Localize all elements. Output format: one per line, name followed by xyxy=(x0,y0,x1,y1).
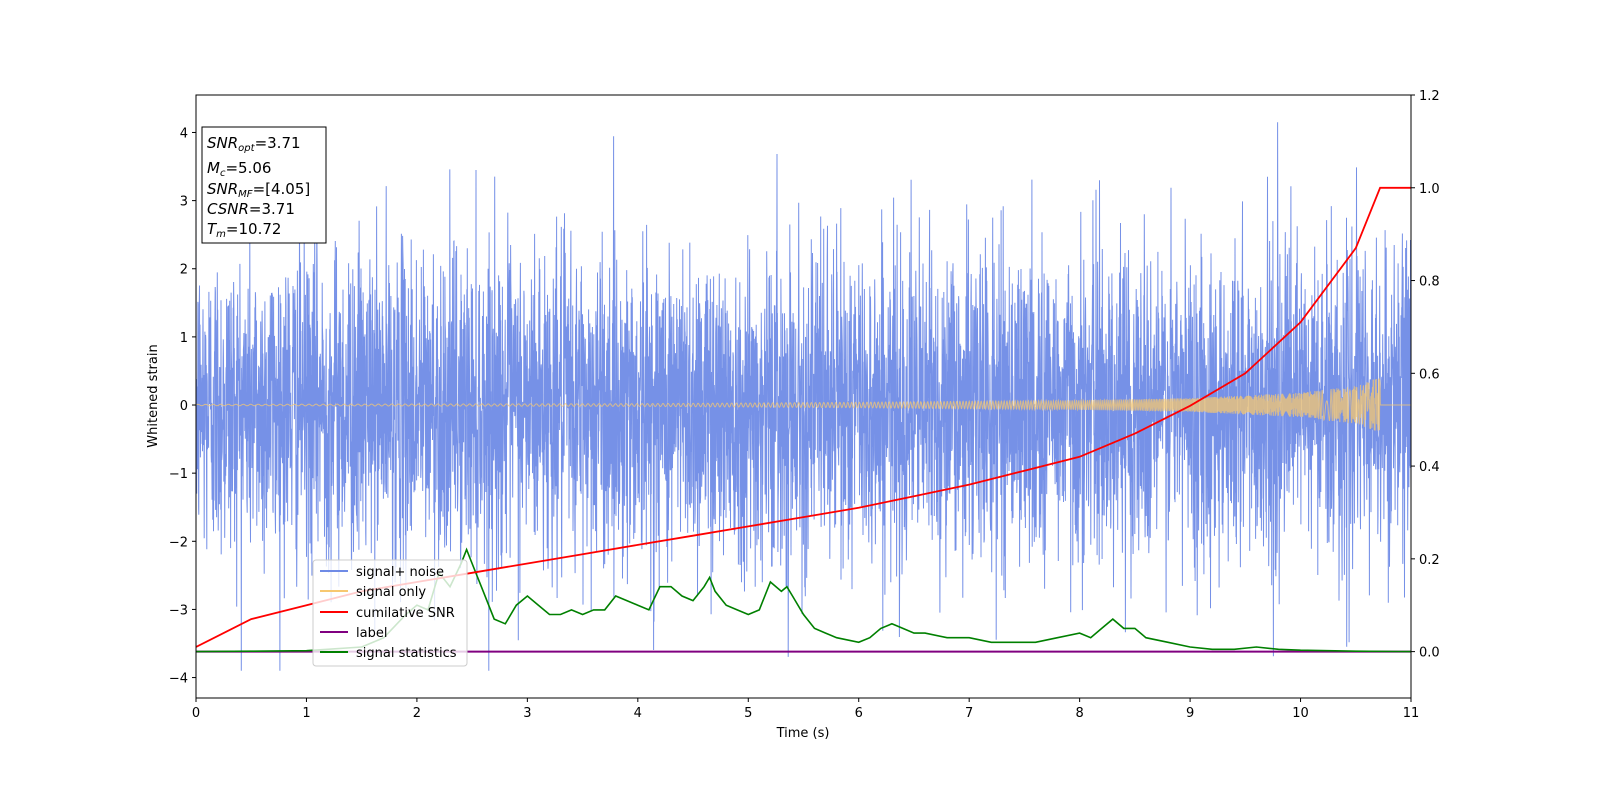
x-tick-label: 5 xyxy=(744,706,752,721)
stats-box: SNRopt=3.71 Mc=5.06 SNRMF=[4.05] CSNR=3.… xyxy=(201,126,327,244)
y-tick-label-left: −2 xyxy=(169,535,188,550)
stat-csnr: CSNR=3.71 xyxy=(207,200,295,218)
x-axis-label: Time (s) xyxy=(776,726,830,741)
y-tick-label-left: −4 xyxy=(169,672,188,687)
x-tick-label: 1 xyxy=(302,706,310,721)
legend-frame xyxy=(312,559,468,667)
x-tick-label: 7 xyxy=(965,706,973,721)
x-tick-label: 9 xyxy=(1186,706,1194,721)
signal-only-line xyxy=(196,377,1411,431)
axes: 0 1 2 3 4 5 6 7 8 9 10 11 −4 −3 −2 −1 0 1 2 3 4 0.0 0.2 0.4 0.6 0… xyxy=(169,89,1440,721)
plot-frame xyxy=(195,94,1412,699)
y-tick-label-right: 1.0 xyxy=(1419,182,1440,197)
legend-label-label: label xyxy=(356,626,387,641)
y-tick-label-left: 3 xyxy=(180,195,188,210)
x-tick-label: 0 xyxy=(192,706,200,721)
x-tick-label: 6 xyxy=(855,706,863,721)
signal-statistics-line xyxy=(196,547,1411,653)
y-tick-label-left: 0 xyxy=(180,399,188,414)
signal-noise-series xyxy=(196,122,1411,671)
legend-label-signal-statistics: signal statistics xyxy=(356,646,457,661)
y-tick-label-right: 0.0 xyxy=(1419,646,1440,661)
y-tick-label-left: 2 xyxy=(180,263,188,278)
legend-label-signal-only: signal only xyxy=(356,585,426,600)
y-tick-label-left: 4 xyxy=(180,126,188,141)
y-tick-label-left: −3 xyxy=(169,603,188,618)
legend: signal+ noise signal only cumilative SNR… xyxy=(312,559,468,667)
x-tick-label: 2 xyxy=(413,706,421,721)
x-tick-label: 8 xyxy=(1075,706,1083,721)
stat-snr-mf: SNRMF=[4.05] xyxy=(207,180,310,200)
x-tick-label: 4 xyxy=(634,706,642,721)
stats-box-frame xyxy=(201,126,327,244)
y-axis-label: Whitened strain xyxy=(146,344,161,447)
x-tick-label: 10 xyxy=(1292,706,1309,721)
y-tick-label-right: 0.8 xyxy=(1419,275,1440,290)
y-tick-label-right: 0.4 xyxy=(1419,460,1440,475)
stat-mc: Mc=5.06 xyxy=(207,159,271,179)
stat-snr-opt: SNRopt=3.71 xyxy=(207,134,301,154)
y-tick-label-right: 1.2 xyxy=(1419,89,1440,104)
y-tick-label-left: −1 xyxy=(169,467,188,482)
y-tick-label-left: 1 xyxy=(180,331,188,346)
legend-label-signal-noise: signal+ noise xyxy=(356,565,444,580)
legend-label-cumulative-snr: cumilative SNR xyxy=(356,606,455,621)
x-tick-label: 11 xyxy=(1403,706,1420,721)
stat-tm: Tm=10.72 xyxy=(207,220,281,240)
x-tick-label: 3 xyxy=(523,706,531,721)
y-tick-label-right: 0.6 xyxy=(1419,367,1440,382)
y-tick-label-right: 0.2 xyxy=(1419,553,1440,568)
signal-noise-line xyxy=(196,122,1411,671)
